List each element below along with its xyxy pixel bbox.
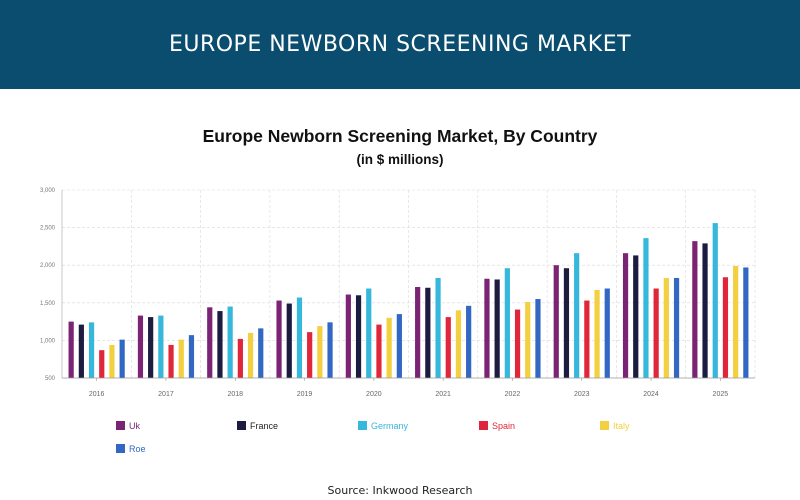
- y-tick-label: 1,500: [40, 301, 56, 307]
- x-tick-label: 2016: [89, 391, 105, 398]
- chart-legend: Uk France Germany Spain Italy Roe: [116, 421, 630, 454]
- chart-grid: [62, 189, 756, 378]
- x-tick-label: 2025: [713, 391, 729, 398]
- bar-france-2021: [425, 287, 431, 378]
- x-tick-label: 2021: [435, 391, 451, 398]
- banner-title: EUROPE NEWBORN SCREENING MARKET: [168, 32, 632, 57]
- bar-italy-2021: [455, 310, 462, 378]
- bar-uk-2022: [484, 278, 490, 378]
- chart-bars: [68, 223, 749, 378]
- bar-spain-2025: [722, 277, 729, 378]
- bar-italy-2024: [663, 277, 669, 378]
- bar-germany-2023: [574, 253, 580, 378]
- x-tick-label: 2017: [158, 391, 174, 398]
- bar-roe-2019: [327, 322, 333, 378]
- legend-label-uk: Uk: [129, 421, 140, 431]
- bar-france-2022: [494, 279, 500, 378]
- bar-spain-2020: [376, 324, 382, 378]
- y-tick-label: 3,000: [40, 188, 56, 194]
- bar-spain-2019: [307, 332, 313, 378]
- x-tick-label: 2023: [574, 391, 590, 398]
- bar-france-2024: [633, 255, 639, 378]
- bar-spain-2016: [99, 350, 105, 378]
- bar-germany-2024: [643, 238, 649, 378]
- bar-italy-2019: [317, 326, 323, 378]
- source-note: Source: Inkwood Research: [327, 484, 473, 497]
- bar-france-2017: [148, 317, 154, 378]
- bar-uk-2016: [68, 321, 74, 378]
- bar-italy-2017: [178, 339, 184, 378]
- bar-germany-2025: [712, 223, 718, 378]
- bar-germany-2020: [366, 288, 372, 378]
- legend-swatch-uk: [116, 421, 125, 430]
- legend-label-roe: Roe: [129, 444, 146, 454]
- bar-roe-2020: [396, 314, 402, 378]
- bar-uk-2024: [622, 253, 629, 378]
- header-banner: EUROPE NEWBORN SCREENING MARKET: [0, 0, 800, 89]
- bar-france-2020: [355, 295, 362, 378]
- y-tick-label: 1,000: [40, 338, 56, 344]
- bar-roe-2018: [258, 328, 264, 378]
- bar-roe-2023: [604, 288, 610, 378]
- bar-italy-2016: [109, 344, 115, 378]
- bar-france-2016: [78, 324, 84, 378]
- bar-spain-2017: [168, 344, 174, 378]
- legend-swatch-roe: [116, 444, 125, 453]
- bar-spain-2022: [514, 309, 521, 378]
- bar-roe-2021: [466, 305, 472, 378]
- bar-germany-2019: [296, 297, 303, 378]
- bar-germany-2016: [88, 322, 95, 378]
- bar-france-2018: [217, 311, 223, 378]
- bar-uk-2018: [207, 307, 213, 378]
- legend-swatch-germany: [358, 421, 367, 430]
- bar-italy-2020: [386, 317, 392, 378]
- legend-swatch-spain: [479, 421, 488, 430]
- bar-spain-2024: [653, 288, 659, 378]
- bar-italy-2018: [247, 332, 254, 378]
- legend-swatch-italy: [600, 421, 609, 430]
- bar-germany-2018: [227, 306, 233, 378]
- bar-chart: 500 1,000 1,500 2,000 2,500 3,000 2016 2017 2018…: [40, 188, 756, 454]
- bar-france-2025: [702, 243, 708, 378]
- legend-label-italy: Italy: [613, 421, 630, 431]
- bar-germany-2017: [158, 315, 164, 378]
- bar-france-2019: [286, 303, 292, 378]
- bar-italy-2023: [594, 290, 600, 378]
- x-tick-label: 2018: [227, 391, 243, 398]
- bar-uk-2020: [345, 294, 351, 378]
- x-tick-label: 2019: [297, 391, 313, 398]
- bar-uk-2021: [415, 287, 421, 378]
- bar-roe-2017: [188, 335, 195, 378]
- bar-roe-2024: [673, 277, 680, 378]
- x-tick-label: 2024: [643, 391, 659, 398]
- bar-roe-2022: [535, 299, 541, 378]
- chart-subtitle: (in $ millions): [356, 152, 444, 167]
- bar-germany-2022: [504, 268, 510, 378]
- bar-italy-2025: [733, 265, 739, 378]
- legend-label-spain: Spain: [492, 421, 515, 431]
- y-tick-label: 500: [45, 376, 56, 382]
- legend-swatch-france: [237, 421, 246, 430]
- chart-title: Europe Newborn Screening Market, By Coun…: [202, 126, 598, 146]
- bar-roe-2016: [119, 339, 125, 378]
- bar-italy-2022: [525, 302, 531, 378]
- x-tick-label: 2022: [505, 391, 521, 398]
- x-tick-label: 2020: [366, 391, 382, 398]
- bar-spain-2023: [584, 300, 590, 378]
- chart-axes: 500 1,000 1,500 2,000 2,500 3,000 2016 2017 2018…: [40, 188, 755, 398]
- y-tick-label: 2,000: [40, 263, 56, 269]
- bar-france-2023: [563, 268, 570, 378]
- legend-label-germany: Germany: [371, 421, 409, 431]
- bar-uk-2019: [276, 300, 282, 378]
- bar-germany-2021: [435, 277, 441, 378]
- bar-uk-2025: [692, 241, 698, 378]
- bar-uk-2017: [137, 315, 144, 378]
- y-tick-label: 2,500: [40, 226, 56, 232]
- legend-label-france: France: [250, 421, 278, 431]
- bar-spain-2018: [237, 338, 243, 378]
- bar-roe-2025: [743, 267, 749, 378]
- bar-spain-2021: [445, 317, 451, 378]
- bar-uk-2023: [553, 265, 559, 378]
